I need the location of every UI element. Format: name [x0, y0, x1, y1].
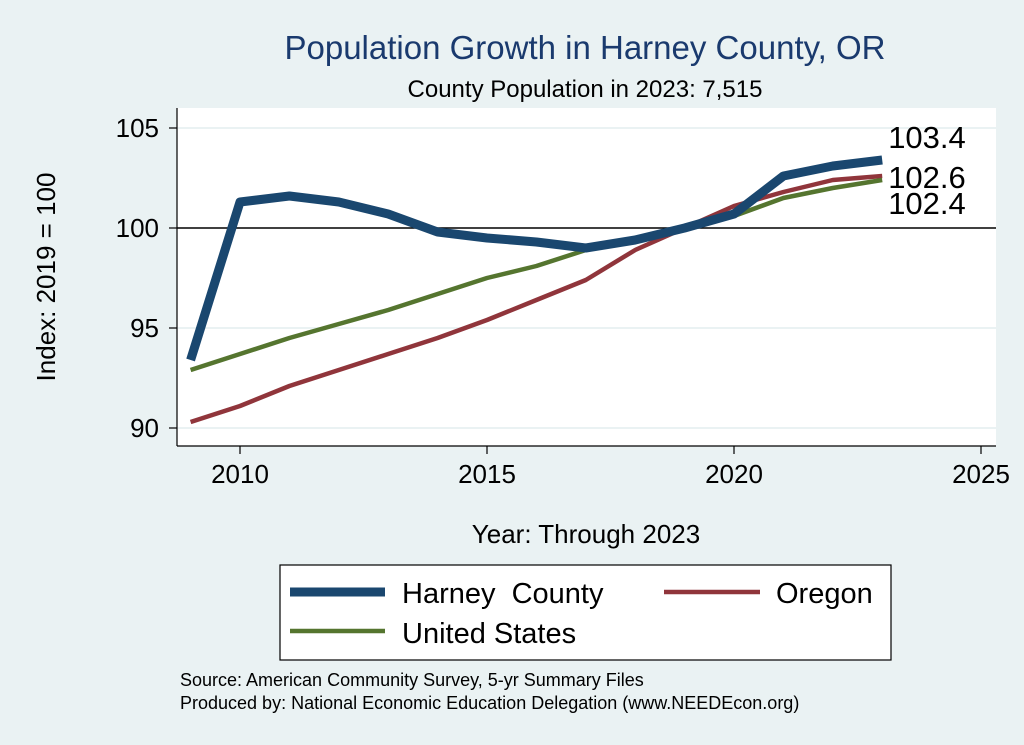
x-tick-label: 2025 — [952, 459, 1010, 489]
x-tick-label: 2010 — [211, 459, 269, 489]
legend: Harney County Oregon United States — [279, 564, 892, 661]
y-tick-label: 90 — [130, 413, 159, 443]
end-label-0: 103.4 — [888, 120, 966, 155]
legend-label-oregon: Oregon — [776, 578, 873, 610]
series-line-2 — [189, 177, 883, 373]
x-tick-label: 2020 — [705, 459, 763, 489]
chart-title: Population Growth in Harney County, OR — [284, 29, 885, 66]
series-line-1 — [189, 173, 883, 425]
series-line-0 — [186, 155, 883, 362]
x-axis-label: Year: Through 2023 — [472, 519, 700, 549]
series-layer — [186, 155, 883, 425]
legend-label-harney: Harney County — [402, 578, 604, 610]
y-axis: 90 95 100 105 — [116, 108, 178, 446]
gridlines — [177, 127, 996, 429]
legend-box — [279, 564, 892, 661]
y-tick-label: 100 — [116, 213, 159, 243]
legend-label-us: United States — [402, 618, 576, 650]
y-axis-label: Index: 2019 = 100 — [31, 173, 61, 382]
y-tick-label: 105 — [116, 113, 159, 143]
x-tick-label: 2015 — [458, 459, 516, 489]
produced-by-note: Produced by: National Economic Education… — [180, 693, 799, 713]
end-label-2: 102.4 — [888, 186, 966, 221]
source-note: Source: American Community Survey, 5-yr … — [180, 670, 644, 690]
x-axis: 2010 2015 2020 2025 — [177, 445, 1010, 489]
y-tick-label: 95 — [130, 313, 159, 343]
end-label-1: 102.6 — [888, 160, 966, 195]
chart-subtitle: County Population in 2023: 7,515 — [408, 76, 763, 103]
